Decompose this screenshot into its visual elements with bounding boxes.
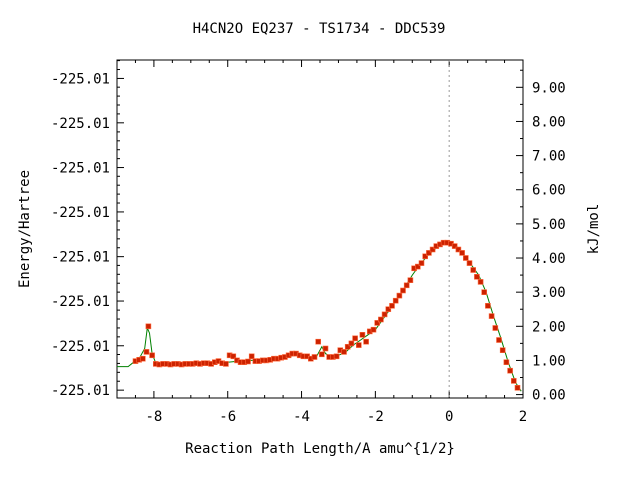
x-tick-label: -6 bbox=[219, 409, 236, 425]
x-tick-label: -4 bbox=[293, 409, 310, 425]
data-point bbox=[466, 260, 473, 266]
x-tick-label: -8 bbox=[145, 409, 162, 425]
data-point bbox=[385, 306, 392, 313]
data-layer bbox=[117, 60, 522, 398]
data-point bbox=[341, 349, 347, 355]
data-point bbox=[503, 359, 510, 366]
y-tick-label: -225.01 bbox=[51, 71, 110, 87]
x-tick-label: 0 bbox=[445, 409, 453, 425]
data-point bbox=[389, 302, 395, 309]
y2-tick-label: 4.00 bbox=[532, 251, 566, 267]
y-tick-label: -225.01 bbox=[51, 205, 110, 221]
data-point bbox=[422, 253, 429, 260]
y2-tick-label: 9.00 bbox=[532, 80, 566, 96]
data-point bbox=[149, 352, 155, 359]
data-point bbox=[370, 326, 377, 333]
x-axis-label: Reaction Path Length/A amu^{1/2} bbox=[185, 441, 455, 457]
data-point bbox=[414, 263, 421, 270]
data-point bbox=[396, 292, 403, 299]
y2-tick-label: 7.00 bbox=[532, 149, 566, 165]
data-point bbox=[481, 289, 488, 296]
data-point bbox=[400, 287, 406, 294]
data-point bbox=[429, 246, 436, 253]
data-point bbox=[499, 347, 506, 354]
data-point bbox=[318, 351, 325, 358]
data-point bbox=[381, 311, 388, 318]
data-point bbox=[378, 316, 384, 323]
energy-curve bbox=[117, 242, 522, 392]
y-tick-label: -225.01 bbox=[51, 116, 110, 132]
data-point bbox=[403, 282, 410, 289]
y2-tick-label: 0.00 bbox=[532, 388, 566, 404]
data-point bbox=[488, 313, 495, 319]
data-point bbox=[333, 353, 340, 360]
data-point bbox=[315, 338, 322, 345]
data-point bbox=[352, 335, 358, 342]
y-tick-label: -225.01 bbox=[51, 161, 110, 177]
x-tick-label: -2 bbox=[367, 409, 384, 425]
data-point bbox=[507, 367, 513, 374]
data-point bbox=[359, 331, 366, 338]
data-point bbox=[462, 255, 469, 261]
plot-area-frame bbox=[116, 59, 524, 399]
y-tick-label: -225.01 bbox=[51, 250, 110, 266]
data-point bbox=[145, 323, 152, 330]
y2-tick-label: 6.00 bbox=[532, 183, 566, 199]
data-point bbox=[355, 342, 362, 348]
x-tick-label: 2 bbox=[519, 409, 527, 425]
data-point bbox=[143, 349, 150, 355]
data-point bbox=[477, 279, 484, 285]
data-point bbox=[451, 243, 458, 249]
y2-tick-label: 5.00 bbox=[532, 217, 566, 233]
y2-axis-label: kJ/mol bbox=[586, 204, 602, 255]
y-tick-label: -225.01 bbox=[51, 383, 110, 399]
data-point bbox=[322, 345, 329, 352]
data-point bbox=[459, 250, 465, 256]
data-point bbox=[140, 355, 146, 362]
y-tick-label: -225.01 bbox=[51, 339, 110, 355]
y-axis-label: Energy/Hartree bbox=[17, 170, 33, 288]
data-point bbox=[363, 338, 369, 345]
data-point bbox=[485, 302, 491, 309]
data-point bbox=[470, 267, 477, 273]
y2-tick-label: 3.00 bbox=[532, 285, 566, 301]
data-point bbox=[455, 246, 462, 253]
data-point bbox=[426, 250, 432, 256]
data-point bbox=[311, 354, 318, 360]
data-point bbox=[496, 337, 502, 343]
y2-tick-label: 1.00 bbox=[532, 353, 566, 369]
data-point bbox=[514, 384, 521, 391]
y2-tick-label: 2.00 bbox=[532, 319, 566, 335]
data-point bbox=[492, 325, 499, 331]
data-point bbox=[248, 353, 255, 360]
data-point bbox=[344, 343, 351, 350]
data-point bbox=[418, 260, 425, 266]
data-point bbox=[407, 277, 414, 284]
chart-title: H4CN2O EQ237 - TS1734 - DDC539 bbox=[193, 21, 446, 37]
data-point bbox=[245, 358, 251, 365]
data-point bbox=[392, 297, 399, 304]
data-point bbox=[374, 320, 381, 326]
y-tick-label: -225.01 bbox=[51, 294, 110, 310]
y2-tick-label: 8.00 bbox=[532, 114, 566, 130]
axes-layer: -8 -6 -4 -2 0 2 0.00 1.00 2.00 3.00 4.00 5.00 6.00 7.… bbox=[51, 60, 566, 425]
data-point bbox=[510, 378, 517, 384]
data-point bbox=[223, 361, 229, 367]
data-point bbox=[230, 353, 237, 360]
data-point bbox=[348, 340, 355, 347]
data-point bbox=[474, 273, 480, 280]
